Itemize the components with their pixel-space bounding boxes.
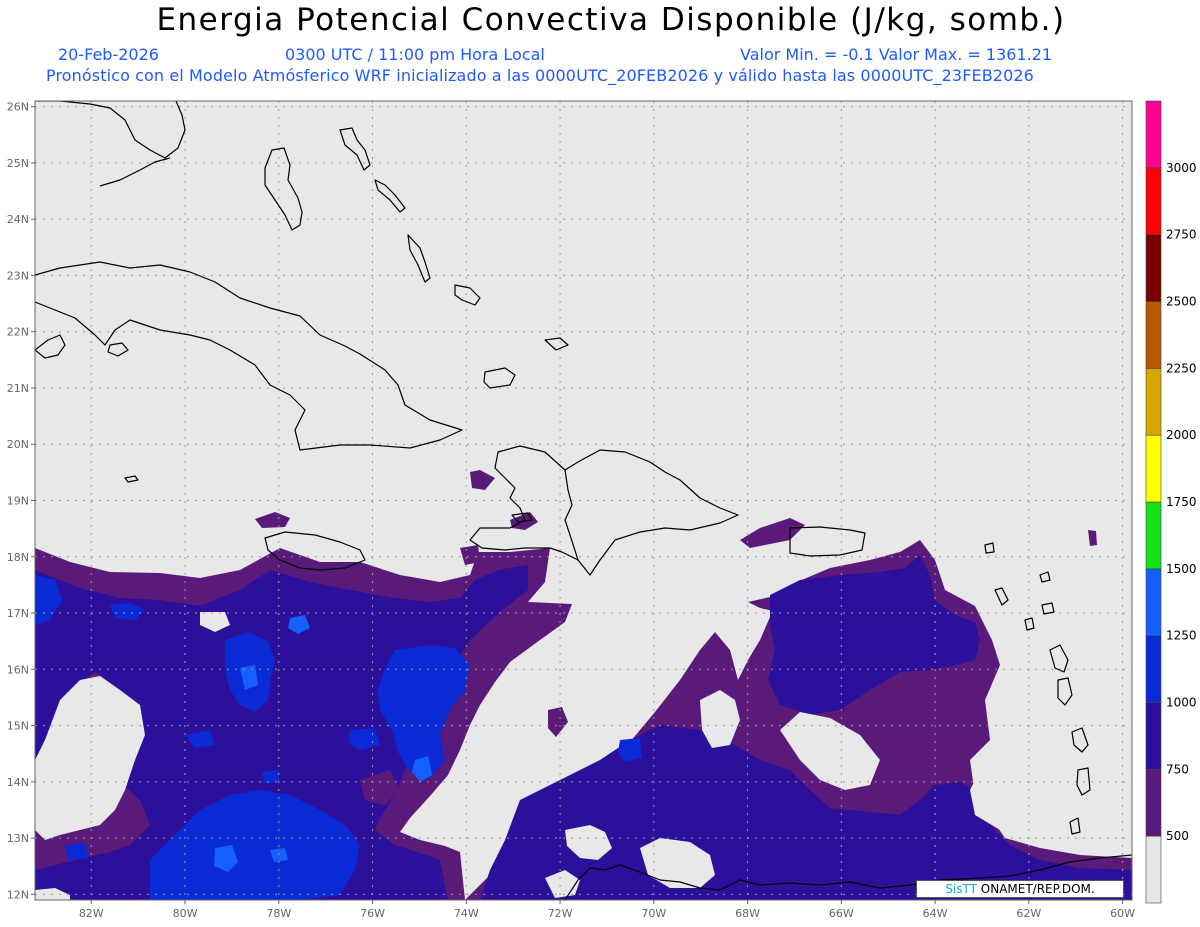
cape-shading [35,101,1132,900]
lon-tick-label: 72W [548,907,573,920]
lat-tick-label: 13N [7,832,29,845]
lon-tick-label: 70W [641,907,666,920]
colorbar-segment [1145,769,1162,837]
inagua-outline [483,367,516,389]
gonave-outline [511,512,533,523]
florida-keys [99,157,171,187]
colorbar-label: 2500 [1166,295,1197,309]
colorbar-label: 2750 [1166,228,1197,242]
colorbar-segment [1145,434,1162,503]
colorbar-segment [1145,234,1162,302]
lat-tick-label: 16N [7,663,29,676]
lat-tick-label: 18N [7,551,29,564]
colorbar-label: 3000 [1166,161,1197,175]
lat-tick-label: 25N [7,157,29,170]
isla-juventud-outline [107,342,129,357]
colorbar-segment [1145,167,1162,235]
colorbar-segment [1145,568,1162,636]
colorbar-segment [1145,635,1162,703]
turks-caicos [544,337,569,351]
lat-tick-label: 12N [7,888,29,901]
cayman-islands [124,475,139,483]
lon-tick-label: 76W [360,907,385,920]
colorbar-label: 1250 [1166,629,1197,643]
venezuela-coast [564,854,1132,900]
latitude-axis: 26N 25N 24N 23N 22N 21N 20N 19N 18N 17N 16N 15N 14N 1… [7,101,35,901]
colorbar-segment [1145,301,1162,369]
colorbar-label: 1750 [1166,495,1197,509]
lon-tick-label: 60W [1110,907,1135,920]
lat-tick-label: 23N [7,269,29,282]
coastlines [35,101,1132,900]
colorbar-segment [1145,100,1162,169]
colorbar-segment [1145,501,1162,570]
lesser-antilles [984,542,1091,835]
colorbar-segment [1145,835,1162,904]
model-description: Pronóstico con el Modelo Atmósferico WRF… [46,66,1034,85]
colorbar-segment [1145,368,1162,436]
lon-tick-label: 68W [735,907,760,920]
longitude-axis: 82W 80W 78W 76W 74W 72W 70W 68W 66W 64W 62W 60W [79,900,1135,920]
colorbar-label: 1000 [1166,696,1197,710]
lat-tick-label: 26N [7,101,29,114]
lon-tick-label: 66W [829,907,854,920]
colorbar: 500 750 1000 1250 1500 1750 2000 2250 2500 2750 30… [1145,100,1197,904]
cape-below-500-areas [35,612,1132,900]
lat-tick-label: 20N [7,438,29,451]
lat-tick-label: 15N [7,720,29,733]
andros-outline [264,147,303,231]
eleuthera-outline [374,179,406,213]
cuba-outline [35,261,463,451]
colorbar-label: 2250 [1166,361,1197,375]
map-title: Energia Potencial Convectiva Disponible … [156,2,1066,38]
colorbar-segment [1145,702,1162,770]
florida-outline [35,101,186,159]
lon-tick-label: 62W [1016,907,1041,920]
lon-tick-label: 64W [923,907,948,920]
hispaniola-outline [469,445,739,576]
lon-tick-label: 78W [266,907,291,920]
colorbar-label: 2000 [1166,428,1197,442]
florida-west-coast [35,334,66,359]
jamaica-outline [264,531,366,571]
lat-tick-label: 19N [7,495,29,508]
colorbar-label: 1500 [1166,562,1197,576]
lat-tick-label: 24N [7,213,29,226]
forecast-date: 20-Feb-2026 [58,45,159,64]
lat-tick-label: 14N [7,776,29,789]
credit-text: ONAMET/REP.DOM. [976,882,1095,896]
colorbar-label: 750 [1166,762,1189,776]
forecast-time: 0300 UTC / 11:00 pm Hora Local [285,45,545,64]
colorbar-label: 500 [1166,829,1189,843]
haiti-dr-border [564,469,579,561]
long-island-outline [407,234,431,283]
puerto-rico-outline [789,526,866,557]
acklins-outline [454,284,481,306]
cape-level-1000 [35,575,642,900]
value-min-max: Valor Min. = -0.1 Valor Max. = 1361.21 [740,45,1053,64]
lat-tick-label: 22N [7,326,29,339]
credit-box: SisTT ONAMET/REP.DOM. [916,880,1124,898]
bahamas-islands [339,127,371,171]
lon-tick-label: 74W [454,907,479,920]
lon-tick-label: 80W [173,907,198,920]
lat-tick-label: 21N [7,382,29,395]
grid-lines [35,101,1132,900]
credit-brand: SisTT [945,882,977,896]
lat-tick-label: 17N [7,607,29,620]
lon-tick-label: 82W [79,907,104,920]
